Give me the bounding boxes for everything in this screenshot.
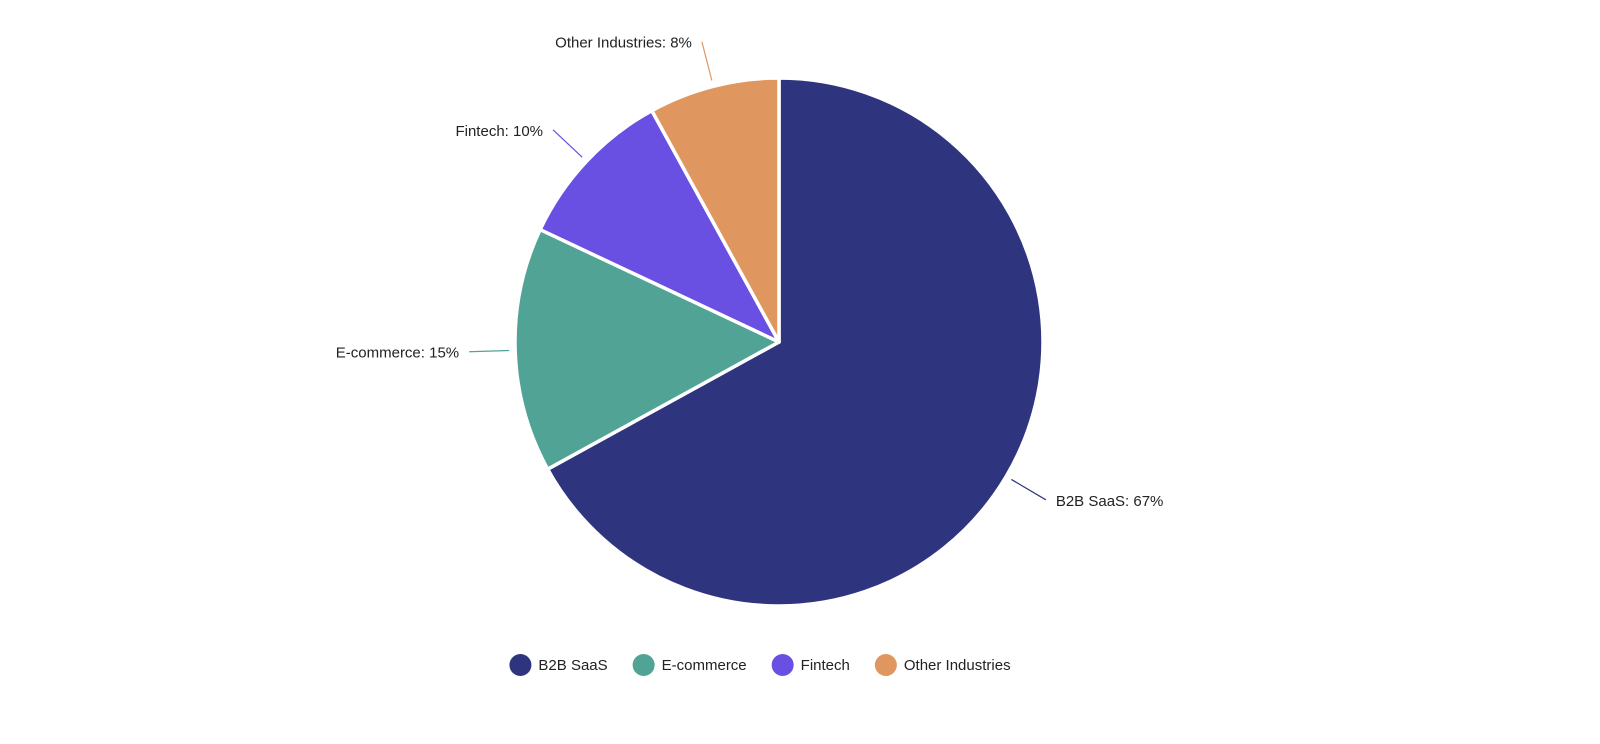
leader-line [469,349,510,353]
leader-line [701,41,713,81]
data-label: Fintech: 10% [455,123,543,140]
legend-label: E-commerce [662,657,747,674]
legend-label: Fintech [801,657,850,674]
legend-label: B2B SaaS [538,657,607,674]
legend-item: E-commerce [632,654,747,676]
leader-line [552,129,583,158]
legend-swatch [632,654,655,676]
slice-labels: B2B SaaS: 67% E-commerce: 15% Fintech: 10%… [336,35,1164,510]
data-label: Other Industries: 8% [555,35,692,52]
legend: B2B SaaS E-commerce Fintech Other Industrie… [509,654,1011,676]
legend-label: Other Industries [904,657,1011,674]
legend-item: Fintech [771,654,850,676]
pie-slice [513,227,781,471]
data-label: B2B SaaS: 67% [1056,493,1164,510]
legend-item: Other Industries [874,654,1011,676]
legend-swatch [509,654,532,676]
legend-item: B2B SaaS [509,654,608,676]
slices [513,76,1045,608]
data-label: E-commerce: 15% [336,345,459,362]
pie-slice [538,108,781,344]
pie-slice [650,76,781,344]
legend-swatch [874,654,897,676]
legend-swatch [771,654,794,676]
pie-slice [545,76,1045,608]
leader-line [1011,478,1047,501]
